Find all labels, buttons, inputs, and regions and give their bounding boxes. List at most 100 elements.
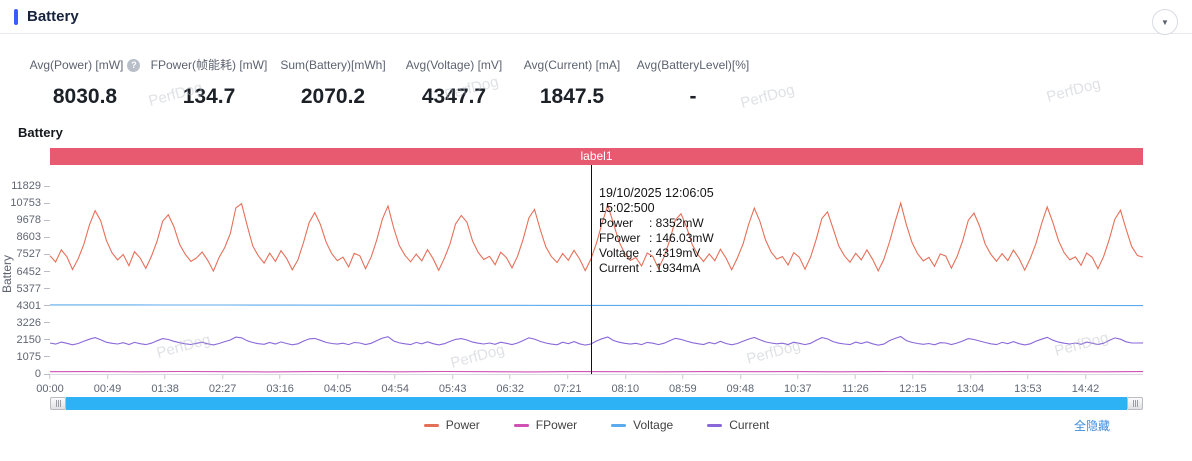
y-tick-label: 8603 (16, 231, 41, 244)
legend-item-current[interactable]: Current (707, 418, 769, 432)
tooltip-date: 19/10/2025 12:06:05 (599, 186, 714, 200)
y-tick-label: 0 (34, 368, 41, 380)
x-axis-tick: 07:21 (554, 375, 581, 397)
chart-tooltip: 19/10/2025 12:06:05 15:02:500 Power: 835… (599, 186, 714, 276)
tick-mark (107, 375, 108, 379)
legend-label: Voltage (633, 418, 674, 432)
x-tick-label: 06:32 (496, 383, 524, 395)
tick-mark (44, 288, 50, 290)
x-tick-label: 08:59 (669, 383, 697, 395)
tooltip-series-name: Voltage (599, 246, 640, 260)
x-axis-tick: 03:16 (266, 375, 294, 397)
tick-mark (49, 375, 51, 379)
tick-mark (797, 375, 799, 379)
tick-mark (44, 356, 50, 358)
y-tick-label: 5377 (16, 282, 41, 295)
y-axis-tick: 11829 (11, 180, 50, 192)
x-axis-tick: 12:15 (899, 375, 927, 397)
grip-icon (55, 400, 61, 407)
tick-mark (912, 375, 914, 379)
tooltip-row: FPower: 146.03mW (599, 231, 714, 245)
x-axis-tick: 08:59 (669, 375, 697, 397)
y-tick-label: 3226 (16, 316, 41, 329)
tick-mark (969, 375, 971, 379)
x-tick-label: 14:42 (1071, 383, 1100, 395)
chart-title: Battery (18, 125, 63, 140)
x-axis-tick: 11:26 (842, 375, 869, 397)
tick-mark (1085, 375, 1086, 379)
x-tick-label: 10:37 (784, 383, 812, 395)
y-axis-tick: 3226 (17, 317, 50, 329)
legend-item-voltage[interactable]: Voltage (611, 418, 673, 432)
stat-value: 8030.8 (52, 85, 118, 108)
y-axis-tick: 8603 (17, 231, 50, 243)
tick-mark (44, 305, 50, 307)
tick-mark (567, 375, 569, 379)
x-axis-tick: 01:38 (151, 375, 179, 397)
y-axis-tick: 5377 (17, 283, 50, 295)
tick-mark (624, 375, 626, 379)
y-tick-label: 9678 (16, 214, 41, 227)
power-line (49, 201, 1144, 273)
legend-item-power[interactable]: Power (423, 418, 480, 432)
stat-fpower: FPower(帧能耗) [mW] 134.7 (150, 56, 268, 109)
y-axis-tick: 1075 (17, 351, 50, 363)
chart-plot-area[interactable]: 0 1075 2150 3226 4301 5377 6452 7527 8603 9678 107… (0, 165, 1144, 380)
scrollbar-right-handle[interactable] (1127, 397, 1143, 410)
y-axis-tick: 6452 (17, 266, 50, 278)
tick-mark (44, 271, 50, 272)
x-tick-label: 04:05 (323, 383, 352, 395)
tick-mark (222, 375, 224, 379)
tick-mark (682, 375, 684, 379)
stat-label: Avg(Current) [mA] (523, 58, 621, 72)
x-tick-label: 02:27 (208, 383, 237, 395)
legend-label: Power (445, 418, 480, 432)
scrollbar-track[interactable] (66, 397, 1127, 410)
x-tick-label: 03:16 (266, 383, 294, 395)
x-axis-tick: 08:10 (612, 375, 639, 397)
stat-avg-voltage: Avg(Voltage) [mV] 4347.7 (398, 56, 510, 109)
stat-value: 1847.5 (539, 85, 605, 108)
y-tick-label: 2150 (16, 333, 41, 346)
x-tick-label: 04:54 (381, 383, 409, 395)
y-tick-label: 4301 (16, 299, 41, 312)
collapse-button[interactable]: ▼ (1152, 9, 1178, 35)
tick-mark (44, 185, 50, 187)
x-tick-label: 13:04 (956, 383, 985, 395)
stat-value: 134.7 (182, 85, 236, 108)
tooltip-time: 15:02:500 (599, 201, 655, 215)
tick-mark (739, 375, 741, 379)
x-axis-tick: 13:04 (956, 375, 985, 397)
hide-all-link[interactable]: 全隐藏 (1073, 419, 1110, 433)
tooltip-series-name: FPower (599, 231, 641, 245)
x-tick-label: 01:38 (151, 383, 179, 395)
tick-mark (279, 375, 281, 379)
stat-value: 4347.7 (421, 85, 487, 108)
tick-mark (44, 219, 50, 221)
y-axis-title: Battery (0, 254, 14, 294)
y-axis-tick: 7527 (17, 248, 50, 260)
chart-region-label[interactable]: label1 (50, 148, 1143, 165)
x-tick-label: 00:00 (36, 383, 64, 395)
legend-label: FPower (535, 418, 578, 432)
x-axis-tick: 04:05 (323, 375, 352, 397)
tick-mark (509, 375, 511, 379)
header-divider (0, 33, 1192, 34)
stat-avg-current: Avg(Current) [mA] 1847.5 (516, 56, 628, 109)
current-line (49, 335, 1144, 346)
legend-item-fpower[interactable]: FPower (513, 418, 578, 432)
y-axis-tick: 10753 (10, 197, 50, 209)
cursor-line (591, 165, 592, 374)
y-tick-label: 1075 (16, 350, 41, 363)
tooltip-series-name: Power (599, 216, 634, 230)
x-axis-tick: 09:48 (727, 375, 754, 397)
scrollbar-left-handle[interactable] (50, 397, 66, 410)
y-axis-tick: 9678 (17, 214, 50, 226)
tick-mark (44, 373, 50, 375)
help-icon[interactable]: ? (127, 58, 141, 72)
tick-mark (44, 236, 50, 238)
panel-header: Battery ▼ (0, 0, 1192, 35)
stat-label: Avg(BatteryLevel)[%] (636, 58, 750, 72)
grip-icon (1132, 400, 1138, 407)
